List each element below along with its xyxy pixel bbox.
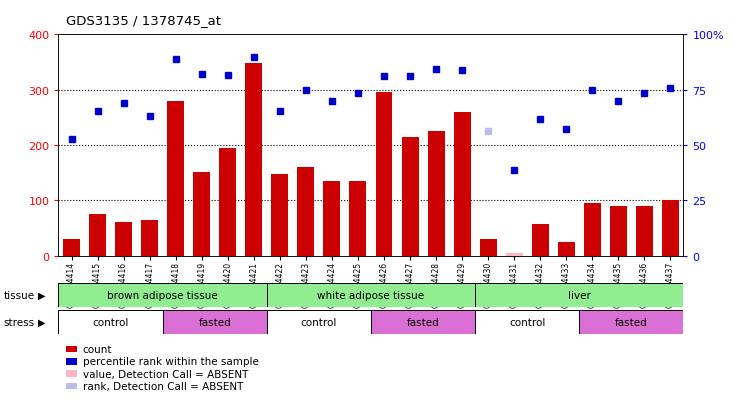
Text: GDS3135 / 1378745_at: GDS3135 / 1378745_at bbox=[66, 14, 221, 27]
Bar bbox=[610, 206, 627, 256]
Bar bbox=[246, 64, 262, 256]
Bar bbox=[636, 206, 653, 256]
Bar bbox=[219, 148, 236, 256]
Bar bbox=[267, 310, 371, 335]
Text: stress: stress bbox=[4, 317, 35, 327]
Bar bbox=[376, 93, 393, 256]
Bar bbox=[428, 132, 444, 256]
Bar bbox=[58, 310, 162, 335]
Bar bbox=[480, 240, 496, 256]
Bar bbox=[162, 310, 267, 335]
Bar bbox=[531, 225, 549, 256]
Bar bbox=[193, 172, 211, 256]
Text: control: control bbox=[300, 317, 337, 327]
Bar bbox=[371, 310, 475, 335]
Bar bbox=[58, 283, 267, 308]
Bar bbox=[323, 181, 341, 256]
Bar bbox=[115, 223, 132, 256]
Bar bbox=[475, 283, 683, 308]
Bar bbox=[558, 242, 575, 256]
Text: value, Detection Call = ABSENT: value, Detection Call = ABSENT bbox=[83, 369, 248, 379]
Text: rank, Detection Call = ABSENT: rank, Detection Call = ABSENT bbox=[83, 381, 243, 391]
Bar bbox=[141, 220, 158, 256]
Bar bbox=[349, 181, 366, 256]
Bar bbox=[271, 174, 288, 256]
Text: white adipose tissue: white adipose tissue bbox=[317, 290, 425, 300]
Bar bbox=[89, 215, 106, 256]
Bar bbox=[63, 240, 80, 256]
Text: brown adipose tissue: brown adipose tissue bbox=[107, 290, 218, 300]
Bar bbox=[267, 283, 475, 308]
Text: control: control bbox=[92, 317, 129, 327]
Text: count: count bbox=[83, 344, 112, 354]
Bar bbox=[662, 201, 679, 256]
Bar bbox=[298, 168, 314, 256]
Text: fasted: fasted bbox=[198, 317, 231, 327]
Text: tissue: tissue bbox=[4, 290, 35, 300]
Text: ▶: ▶ bbox=[38, 290, 45, 300]
Bar bbox=[475, 310, 579, 335]
Bar bbox=[401, 137, 419, 256]
Text: fasted: fasted bbox=[406, 317, 439, 327]
Bar bbox=[167, 102, 184, 256]
Text: percentile rank within the sample: percentile rank within the sample bbox=[83, 356, 259, 366]
Bar bbox=[454, 112, 471, 256]
Text: fasted: fasted bbox=[615, 317, 648, 327]
Text: ▶: ▶ bbox=[38, 317, 45, 327]
Text: control: control bbox=[509, 317, 545, 327]
Bar bbox=[579, 310, 683, 335]
Text: liver: liver bbox=[568, 290, 591, 300]
Bar bbox=[506, 253, 523, 256]
Bar bbox=[584, 204, 601, 256]
